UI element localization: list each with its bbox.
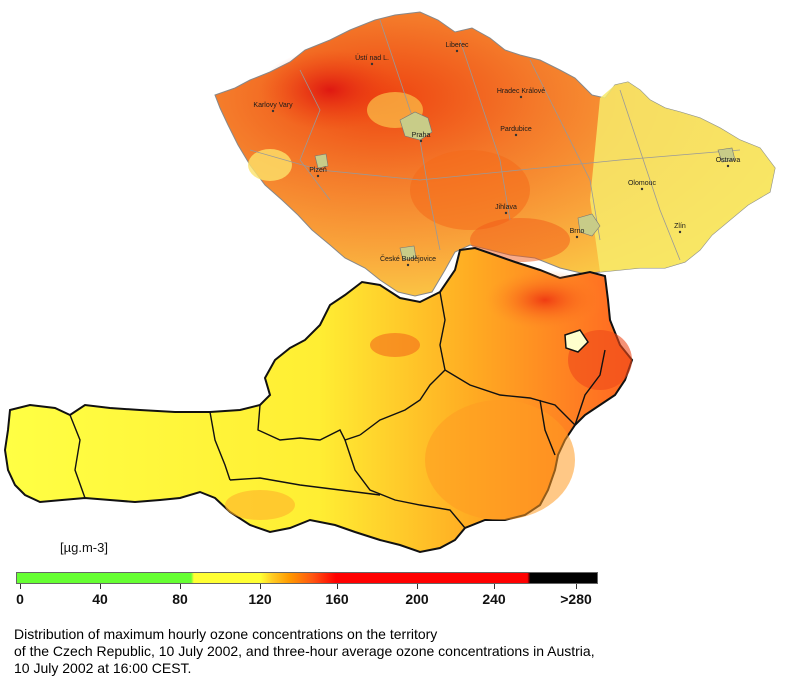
legend-tick (337, 584, 338, 589)
city-dot (316, 174, 320, 178)
city-label: České Budějovice (380, 254, 436, 263)
color-legend-bar (16, 572, 598, 584)
city-label: Brno (570, 228, 585, 235)
plzen-patch (314, 153, 329, 169)
city-label: Liberec (446, 42, 469, 49)
city-label: Ústí nad L. (355, 53, 389, 62)
legend-tick (100, 584, 101, 589)
city-label: Hradec Králové (497, 88, 545, 95)
city-dot (519, 95, 523, 99)
caption-line-1: Distribution of maximum hourly ozone con… (14, 626, 438, 642)
figure-caption: Distribution of maximum hourly ozone con… (14, 626, 800, 677)
legend-tick-label: 160 (325, 591, 349, 607)
legend-tick-label: 40 (92, 591, 108, 607)
austria-region (3, 246, 634, 554)
legend-tick-label: 0 (16, 591, 24, 607)
city-dot (678, 230, 682, 234)
city-dot (504, 211, 508, 215)
czech-district-lines (249, 19, 741, 261)
legend-tick-label: 120 (248, 591, 272, 607)
legend-tick (180, 584, 181, 589)
city-label: Praha (412, 132, 431, 139)
city-dot (726, 164, 730, 168)
czech-east-lightening (590, 82, 775, 272)
brno-patch (577, 213, 601, 237)
city-dot (419, 139, 423, 143)
austria-southeast-orange (425, 400, 575, 520)
legend-tick (20, 584, 21, 589)
austria-state-lines (69, 291, 606, 529)
city-dot (370, 62, 374, 66)
legend-tick-label: >280 (560, 591, 592, 607)
legend-tick-label: 240 (482, 591, 506, 607)
budejovice-patch (399, 245, 417, 261)
legend-unit: [µg.m-3] (60, 540, 108, 555)
city-dot (514, 133, 518, 137)
legend-tick (417, 584, 418, 589)
city-label: Ostrava (716, 157, 741, 164)
ostrava-patch (717, 147, 736, 163)
caption-line-2: of the Czech Republic, 10 July 2002, and… (14, 643, 595, 659)
legend-tick (576, 584, 577, 589)
city-label: Plzeň (309, 167, 327, 174)
cool-spot-west (248, 149, 292, 181)
hotspot-central (410, 150, 530, 230)
city-labels: Ústí nad L. Liberec Karlovy Vary Hradec Krá… (253, 42, 741, 267)
legend-tick (260, 584, 261, 589)
city-label: Zlín (674, 223, 686, 230)
city-label: Pardubice (500, 126, 532, 133)
legend-tick (494, 584, 495, 589)
hotspot-south (470, 218, 570, 262)
legend-tick-label: 80 (172, 591, 188, 607)
austria-hotspot-northeast (485, 270, 605, 330)
legend-tick-label: 200 (405, 591, 429, 607)
city-label: Jihlava (495, 204, 517, 211)
caption-line-3: 10 July 2002 at 16:00 CEST. (14, 660, 192, 676)
city-dot (455, 49, 459, 53)
czech-republic-region (214, 11, 776, 297)
city-dot (575, 235, 579, 239)
city-label: Karlovy Vary (253, 102, 293, 109)
austria-north-orange (370, 333, 420, 357)
city-dot (640, 187, 644, 191)
city-label: Olomouc (628, 180, 657, 187)
vienna-patch (564, 329, 589, 353)
city-dot (406, 263, 410, 267)
praha-patch (399, 111, 433, 141)
hotspot-northwest (260, 50, 400, 130)
austria-west-orange (225, 490, 295, 520)
city-dot (271, 109, 275, 113)
